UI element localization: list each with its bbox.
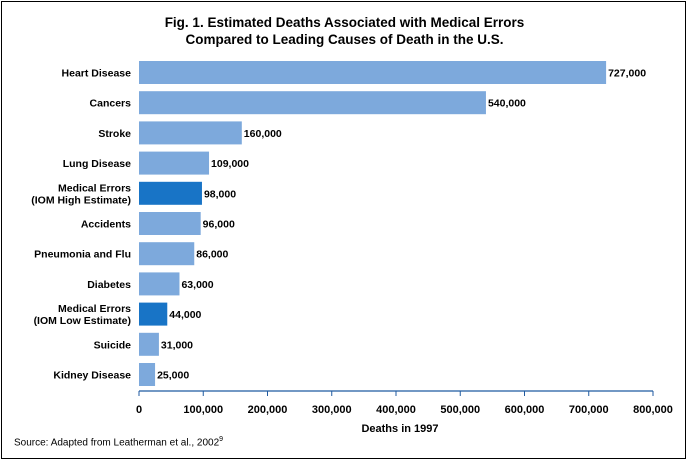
value-label: 540,000 (488, 98, 526, 110)
category-label: Medical Errors (58, 182, 131, 194)
source-footnote-number: 9 (219, 436, 224, 443)
bar (139, 181, 202, 205)
x-tick-label: 100,000 (183, 404, 223, 416)
chart-title-line-1: Fig. 1. Estimated Deaths Associated with… (164, 15, 525, 30)
value-label: 96,000 (203, 219, 235, 231)
value-label: 25,000 (157, 370, 189, 382)
source-note: Source: Adapted from Leatherman et al., … (14, 436, 223, 448)
value-label: 727,000 (608, 68, 646, 80)
bar (139, 242, 195, 266)
bar (139, 121, 242, 145)
x-tick-label: 0 (136, 404, 142, 416)
bar (139, 363, 156, 386)
x-tick-label: 200,000 (248, 404, 288, 416)
category-label: Heart Disease (62, 68, 132, 80)
category-label: Accidents (81, 219, 131, 231)
value-label: 98,000 (204, 188, 236, 200)
bar (139, 151, 210, 175)
value-label: 160,000 (244, 128, 282, 140)
value-label: 86,000 (196, 249, 228, 261)
bar (139, 302, 168, 326)
x-tick-label: 800,000 (633, 404, 673, 416)
category-label: Lung Disease (63, 158, 131, 170)
x-tick-label: 500,000 (440, 404, 480, 416)
x-tick-label: 700,000 (569, 404, 609, 416)
bar (139, 61, 607, 84)
x-tick-label: 600,000 (505, 404, 545, 416)
category-label: (IOM High Estimate) (31, 194, 131, 206)
chart-title-line-2: Compared to Leading Causes of Death in t… (185, 32, 504, 47)
category-label: Pneumonia and Flu (34, 249, 131, 261)
category-label: Cancers (90, 98, 132, 110)
category-label: Stroke (98, 128, 131, 140)
source-text: Source: Adapted from Leatherman et al., … (14, 437, 220, 449)
value-label: 44,000 (169, 309, 201, 321)
bar (139, 91, 486, 115)
bar (139, 332, 159, 356)
value-label: 63,000 (181, 279, 213, 291)
x-axis-title: Deaths in 1997 (361, 423, 438, 435)
value-label: 31,000 (161, 339, 193, 351)
category-label: Suicide (94, 339, 132, 351)
category-label: Kidney Disease (53, 370, 131, 382)
bar (139, 272, 180, 296)
x-tick-label: 400,000 (376, 404, 416, 416)
value-label: 109,000 (211, 158, 249, 170)
category-label: Diabetes (87, 279, 131, 291)
category-label: Medical Errors (58, 303, 131, 315)
bar (139, 212, 201, 235)
category-label: (IOM Low Estimate) (34, 315, 131, 327)
x-tick-label: 300,000 (312, 404, 352, 416)
